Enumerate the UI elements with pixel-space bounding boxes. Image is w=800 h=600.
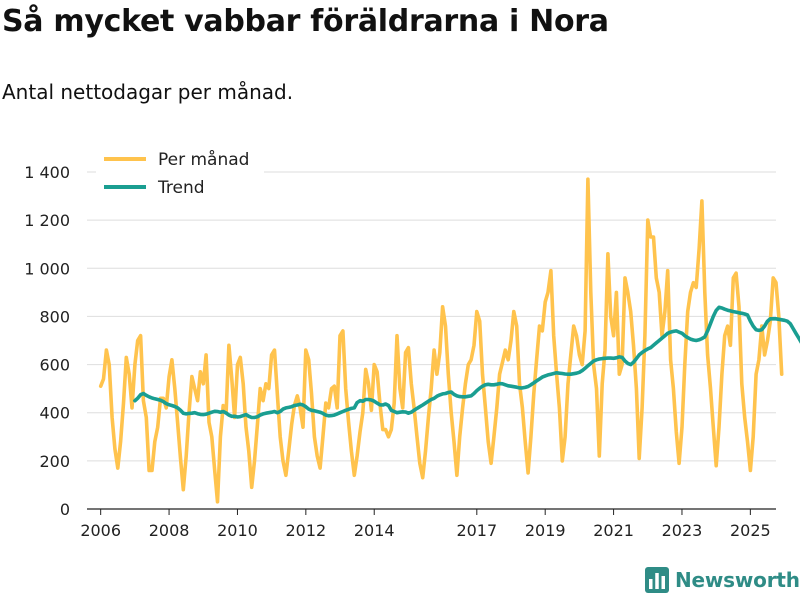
- brand-name: Newsworthy: [675, 568, 800, 592]
- y-tick-label: 0: [60, 500, 70, 519]
- legend-label: Trend: [157, 178, 205, 198]
- y-tick-label: 200: [39, 452, 70, 471]
- y-tick-label: 400: [39, 404, 70, 423]
- x-tick-label: 2010: [217, 521, 258, 540]
- y-tick-label: 1 400: [24, 163, 70, 182]
- x-tick-label: 2012: [285, 521, 326, 540]
- x-tick-label: 2008: [149, 521, 190, 540]
- x-tick-label: 2006: [80, 521, 121, 540]
- legend-background: [96, 146, 264, 204]
- y-tick-label: 1 000: [24, 259, 70, 278]
- y-tick-label: 800: [39, 307, 70, 326]
- chart-title: Så mycket vabbar föräldrarna i Nora: [2, 4, 609, 39]
- x-tick-label: 2021: [593, 521, 634, 540]
- y-tick-label: 600: [39, 356, 70, 375]
- series-line-trend: [133, 305, 800, 420]
- legend-label: Per månad: [158, 149, 249, 170]
- x-tick-label: 2017: [456, 521, 497, 540]
- brand: Newsworthy: [645, 567, 800, 593]
- chart-subtitle: Antal nettodagar per månad.: [2, 80, 294, 104]
- newsworthy-logo-icon: [645, 567, 669, 593]
- x-tick-label: 2023: [662, 521, 703, 540]
- x-tick-label: 2019: [525, 521, 566, 540]
- y-tick-label: 1 200: [24, 211, 70, 230]
- series-line-per-manad: [98, 177, 784, 504]
- x-tick-label: 2025: [730, 521, 771, 540]
- x-tick-label: 2014: [354, 521, 395, 540]
